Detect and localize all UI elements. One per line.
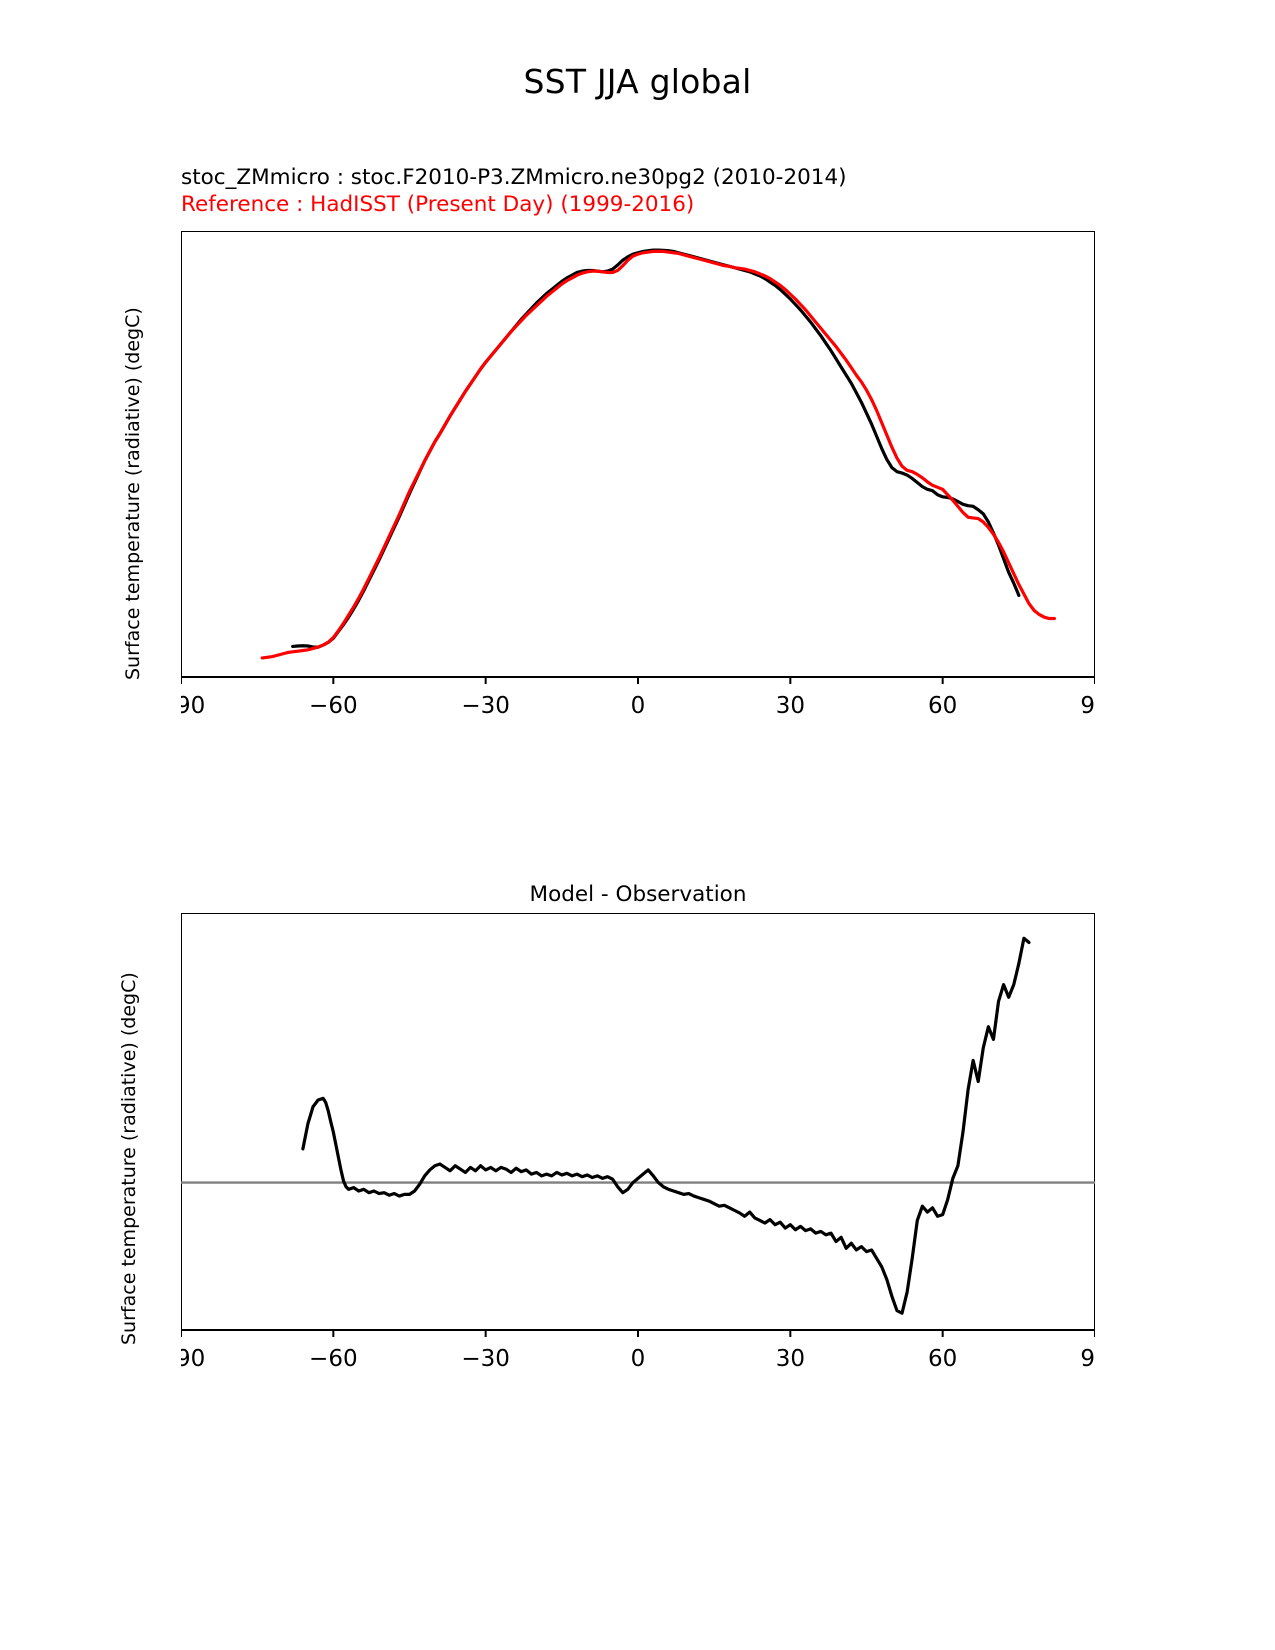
top-panel-axes: −90−60−300306090051015202530 (181, 231, 1095, 722)
svg-text:−90: −90 (181, 693, 205, 719)
top-panel-plot: −90−60−300306090051015202530 (181, 231, 1095, 719)
svg-text:−30: −30 (461, 693, 510, 719)
svg-text:30: 30 (776, 693, 805, 719)
svg-text:0: 0 (631, 1346, 646, 1372)
svg-text:−30: −30 (461, 1346, 510, 1372)
top-panel-y-axis-label: Surface temperature (radiative) (degC) (122, 307, 144, 680)
legend-reference-label: Reference : HadISST (Present Day) (1999-… (181, 191, 695, 217)
bottom-panel-title: Model - Observation (529, 882, 747, 907)
bottom-panel-y-axis-label: Surface temperature (radiative) (degC) (118, 972, 140, 1345)
bottom-panel-plot: −90−60−300306090−10123 (181, 913, 1095, 1372)
svg-text:30: 30 (776, 1346, 805, 1372)
svg-text:−60: −60 (309, 1346, 358, 1372)
legend-model-label: stoc_ZMmicro : stoc.F2010-P3.ZMmicro.ne3… (181, 165, 847, 190)
svg-text:90: 90 (1080, 1346, 1095, 1372)
svg-text:0: 0 (631, 693, 646, 719)
svg-text:60: 60 (928, 1346, 957, 1372)
svg-text:−60: −60 (309, 693, 358, 719)
legend: stoc_ZMmicro : stoc.F2010-P3.ZMmicro.ne3… (181, 165, 847, 219)
svg-text:90: 90 (1080, 693, 1095, 719)
figure-title: SST JJA global (523, 62, 752, 101)
svg-text:60: 60 (928, 693, 957, 719)
svg-text:−90: −90 (181, 1346, 205, 1372)
bottom-panel-axes: −90−60−300306090−10123 (181, 913, 1095, 1375)
